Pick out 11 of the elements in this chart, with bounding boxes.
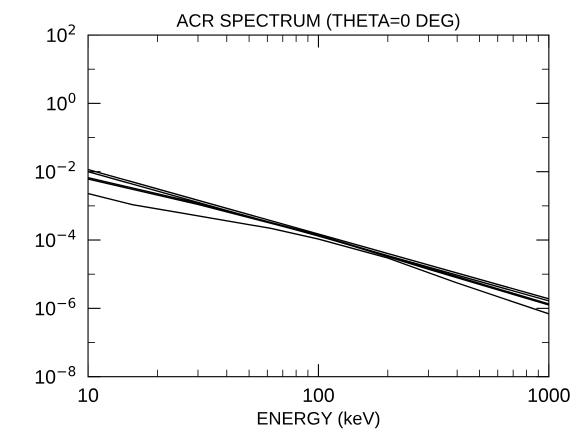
y-tick-label: 10$^{−8}$ [36, 366, 76, 384]
x-tick-label: 100 [304, 388, 334, 402]
x-tick-label: 1000 [528, 388, 570, 402]
y-tick-label: 10$^{−2}$ [36, 161, 75, 179]
y-tick-label: 10$^{2}$ [47, 24, 75, 42]
y-tick-label: 10$^{−6}$ [36, 298, 76, 316]
y-tick-label: 10$^{−4}$ [36, 230, 76, 248]
x-tick-label: 10 [78, 388, 98, 402]
x-axis-title: ENERGY (keV) [258, 411, 380, 428]
y-tick-label: 10$^{0}$ [47, 92, 76, 110]
chart-title: ACR SPECTRUM (THETA=0 DEG) [176, 14, 460, 30]
